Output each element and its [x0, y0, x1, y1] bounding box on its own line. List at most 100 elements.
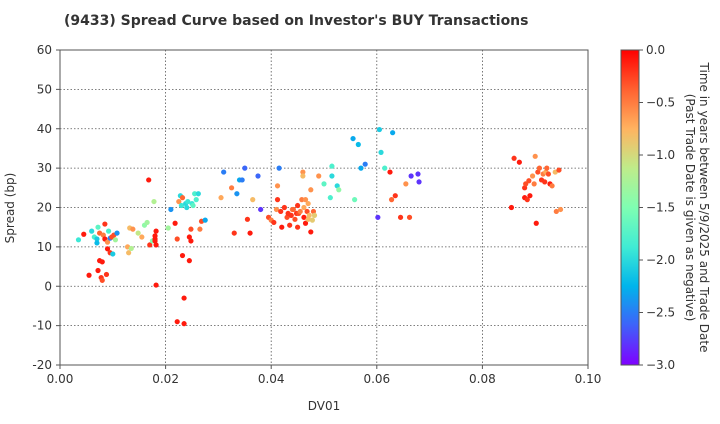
data-point	[104, 239, 111, 245]
data-point	[229, 185, 235, 191]
data-point	[545, 171, 552, 177]
data-point	[305, 200, 311, 207]
data-point	[516, 159, 522, 165]
data-point	[178, 202, 185, 209]
data-point	[527, 193, 533, 199]
data-point	[144, 219, 150, 226]
data-point	[152, 238, 158, 244]
data-point	[295, 202, 301, 209]
colorbar-gradient	[620, 49, 640, 366]
y-tick-label: -20	[32, 358, 52, 372]
data-point	[185, 198, 191, 205]
data-points	[75, 126, 564, 327]
data-point	[188, 226, 194, 232]
data-point	[151, 198, 157, 205]
data-point	[316, 173, 322, 179]
data-point	[408, 173, 414, 179]
data-point	[255, 173, 261, 179]
y-tick-label: 20	[37, 201, 52, 215]
data-point	[179, 252, 186, 259]
data-point	[304, 208, 310, 215]
data-point	[165, 225, 171, 231]
data-point	[529, 173, 536, 179]
colorbar-tick-label: −2.5	[646, 306, 675, 320]
colorbar-tick-label: 0.0	[646, 43, 665, 57]
data-point	[112, 237, 119, 243]
data-point	[273, 206, 280, 213]
data-point	[186, 234, 192, 240]
data-point	[311, 212, 318, 218]
data-point	[522, 185, 528, 191]
data-point	[300, 169, 306, 175]
colorbar: 0.0 −0.5 −1.0 −1.5 −2.0 −2.5 −3.0 Time in year…	[620, 43, 711, 372]
data-point	[290, 206, 296, 213]
data-point	[553, 208, 559, 215]
data-point	[524, 197, 530, 203]
data-point	[99, 259, 105, 265]
data-point	[403, 181, 409, 187]
chart-title: (9433) Spread Curve based on Investor's …	[64, 13, 528, 29]
data-point	[299, 197, 305, 203]
data-point	[181, 321, 187, 327]
data-point	[179, 195, 186, 201]
data-point	[327, 195, 333, 201]
data-point	[99, 277, 105, 283]
data-point	[531, 181, 537, 187]
data-point	[306, 212, 312, 218]
colorbar-tick-label: −3.0	[646, 358, 675, 372]
data-point	[100, 232, 106, 238]
data-point	[81, 231, 87, 237]
data-point	[415, 171, 421, 177]
data-point	[308, 187, 314, 193]
data-point	[147, 242, 153, 248]
data-point	[336, 187, 342, 193]
data-point	[556, 167, 562, 173]
y-axis-ticks: -20 -10 0 10 20 30 40 50 60	[32, 43, 60, 372]
data-point	[388, 197, 395, 203]
data-point	[168, 206, 174, 213]
data-point	[174, 236, 180, 242]
data-point	[192, 191, 198, 197]
data-point	[542, 179, 548, 185]
data-point	[110, 251, 116, 257]
colorbar-label-line: (Past Trade Date is given as negative)	[683, 94, 697, 322]
data-point	[186, 258, 192, 264]
data-point	[397, 214, 404, 220]
data-point	[392, 193, 398, 199]
data-point	[172, 220, 178, 226]
data-point	[258, 206, 264, 213]
data-point	[310, 208, 317, 215]
data-point	[511, 155, 517, 161]
data-point	[239, 177, 245, 183]
data-point	[329, 173, 335, 179]
data-point	[102, 221, 108, 227]
data-point	[321, 181, 327, 187]
data-point	[535, 169, 541, 175]
colorbar-tick-label: −2.0	[646, 253, 675, 267]
data-point	[406, 214, 413, 220]
data-point	[350, 135, 356, 142]
y-tick-label: 0	[44, 279, 52, 293]
data-point	[305, 216, 311, 222]
data-point	[94, 236, 100, 242]
data-point	[526, 178, 532, 184]
x-tick-label: 0.10	[575, 372, 602, 386]
x-tick-label: 0.08	[469, 372, 496, 386]
data-point	[416, 179, 422, 185]
data-point	[202, 217, 208, 223]
colorbar-tick-label: −0.5	[646, 96, 675, 110]
x-tick-label: 0.00	[47, 372, 74, 386]
data-point	[135, 230, 141, 236]
data-point	[271, 219, 277, 226]
data-point	[301, 214, 307, 220]
data-point	[95, 267, 101, 274]
data-point	[523, 181, 529, 187]
data-point	[104, 246, 111, 252]
data-point	[288, 212, 294, 218]
data-point	[308, 229, 314, 235]
data-point	[276, 165, 282, 171]
data-point	[287, 222, 293, 228]
data-point	[376, 126, 383, 133]
x-tick-label: 0.02	[152, 372, 179, 386]
